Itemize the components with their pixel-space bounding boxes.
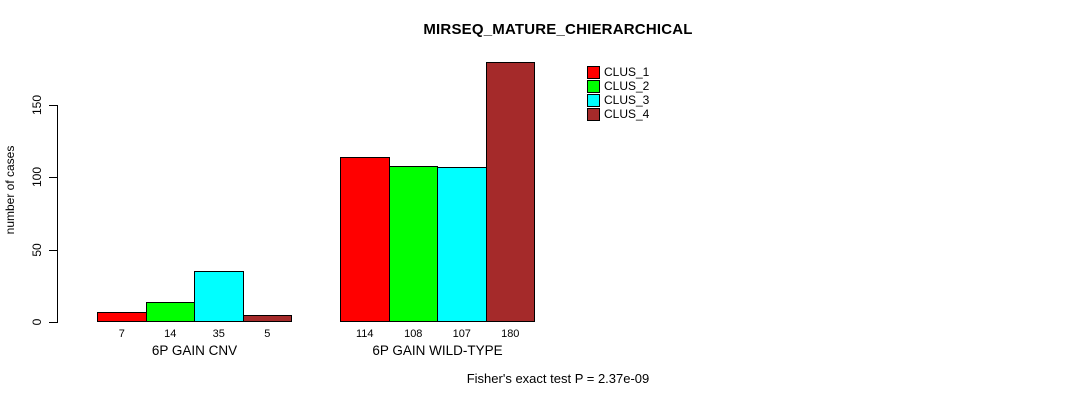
bar-value-label: 7 — [118, 328, 125, 340]
legend-item-clus_1: CLUS_1 — [587, 65, 649, 79]
legend-item-clus_3: CLUS_3 — [587, 93, 649, 107]
bar-clus_3 — [194, 271, 244, 322]
chart-title: MIRSEQ_MATURE_CHIERARCHICAL — [423, 21, 693, 38]
x-category-label: 6P GAIN WILD-TYPE — [372, 343, 503, 358]
fisher-test-annotation: Fisher's exact test P = 2.37e-09 — [466, 371, 650, 386]
legend-item-clus_2: CLUS_2 — [587, 79, 649, 93]
y-axis-tick — [49, 105, 57, 106]
x-category-label: 6P GAIN CNV — [151, 343, 238, 358]
y-axis-tick-label: 50 — [30, 242, 44, 257]
bar-value-label: 180 — [501, 328, 520, 340]
y-axis-tick-label: 150 — [30, 94, 44, 116]
y-axis-tick — [49, 177, 57, 179]
legend-swatch-icon — [587, 107, 600, 121]
bar-value-label: 107 — [452, 328, 471, 340]
y-axis-tick — [49, 322, 57, 323]
legend-swatch-icon — [587, 93, 600, 107]
legend-swatch-icon — [587, 65, 600, 79]
y-axis-line — [57, 105, 58, 323]
legend-label: CLUS_3 — [604, 93, 650, 107]
bar-clus_2 — [388, 165, 438, 322]
bar-value-label: 5 — [264, 328, 271, 340]
y-axis-tick — [49, 249, 57, 251]
bar-clus_2 — [145, 301, 195, 322]
bar-clus_3 — [437, 167, 487, 322]
bar-clus_4 — [242, 314, 292, 322]
bar-clus_1 — [340, 157, 390, 322]
y-axis-tick-label: 0 — [30, 318, 44, 326]
bar-value-label: 35 — [212, 328, 225, 340]
legend: CLUS_1 CLUS_2 CLUS_3 CLUS_4 — [587, 65, 649, 121]
legend-swatch-icon — [587, 79, 600, 93]
y-axis-tick-label: 100 — [30, 167, 44, 188]
legend-item-clus_4: CLUS_4 — [587, 107, 649, 121]
bar-value-label: 108 — [404, 328, 423, 340]
bar-value-label: 114 — [355, 328, 374, 340]
legend-label: CLUS_2 — [604, 79, 650, 93]
bar-clus_4 — [485, 61, 535, 322]
y-axis-label: number of cases — [3, 145, 17, 235]
legend-label: CLUS_1 — [604, 65, 650, 79]
bar-clus_1 — [97, 311, 147, 322]
bar-value-label: 14 — [164, 328, 177, 340]
legend-label: CLUS_4 — [604, 107, 650, 121]
